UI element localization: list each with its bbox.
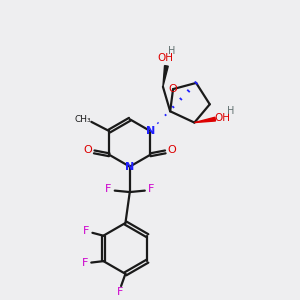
Text: O: O: [169, 84, 177, 94]
Text: OH: OH: [214, 113, 230, 123]
Text: H: H: [169, 46, 176, 56]
Polygon shape: [194, 117, 215, 123]
Text: F: F: [148, 184, 154, 194]
Text: H: H: [227, 106, 235, 116]
Text: N: N: [125, 162, 134, 172]
Text: OH: OH: [158, 53, 174, 63]
Text: CH₃: CH₃: [74, 115, 91, 124]
Polygon shape: [163, 66, 168, 87]
Text: O: O: [83, 146, 92, 155]
Text: F: F: [82, 258, 88, 268]
Text: O: O: [167, 146, 176, 155]
Text: F: F: [105, 184, 112, 194]
Text: F: F: [116, 287, 123, 297]
Text: N: N: [146, 126, 155, 136]
Text: F: F: [83, 226, 89, 236]
